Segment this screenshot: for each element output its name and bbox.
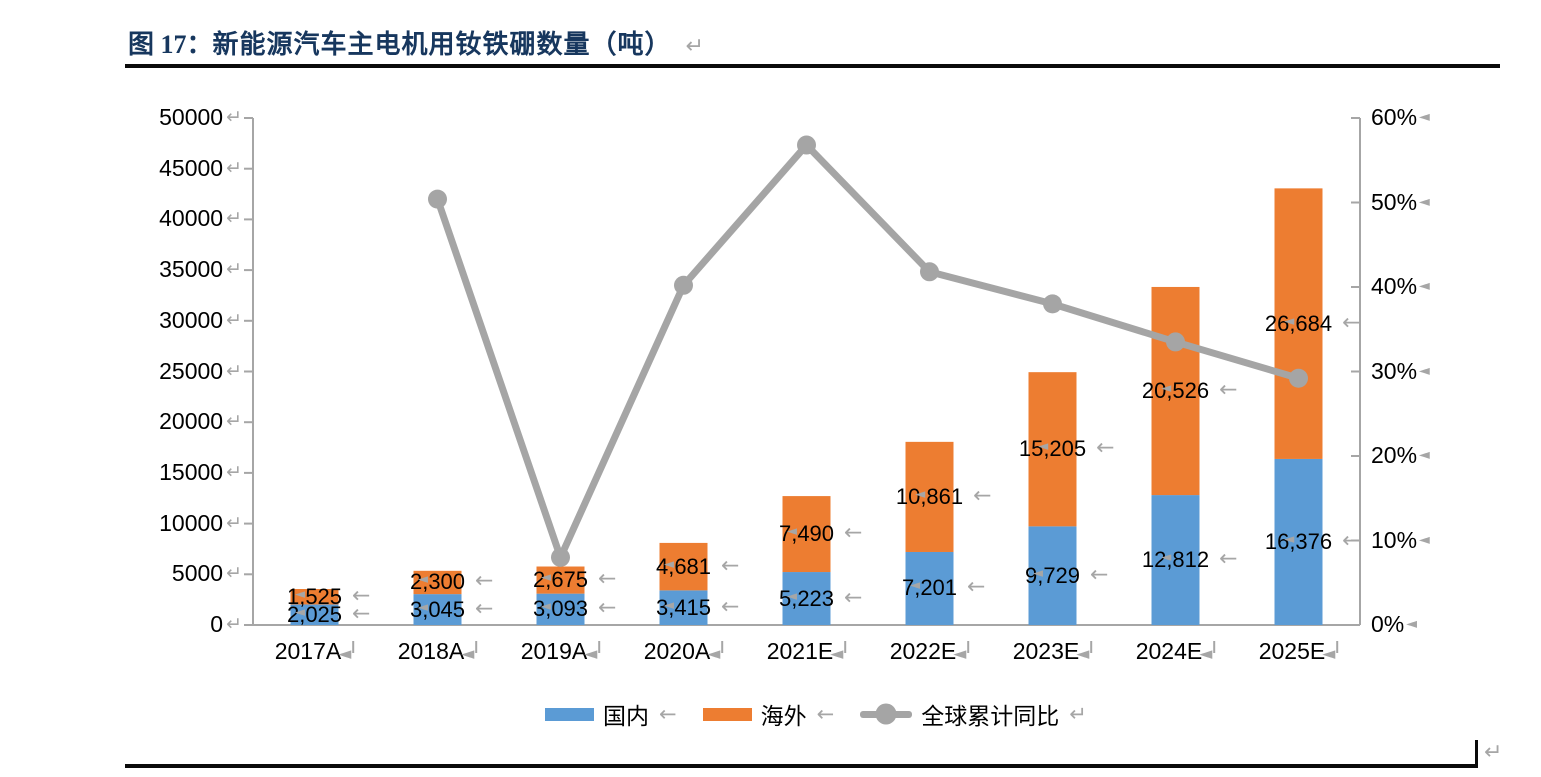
line-marker-dot (797, 135, 816, 155)
caption-divider-rule (125, 64, 1500, 68)
legend-marker-dot-icon (875, 703, 897, 725)
bar-domestic-2017A (290, 604, 339, 625)
line-marker-dot (551, 547, 570, 567)
line-marker-dot (428, 189, 447, 209)
bar-domestic-2020A (659, 590, 708, 625)
bar-domestic-2019A (536, 593, 585, 625)
bar-overseas-2024E (1151, 286, 1200, 496)
legend-swatch-overseas (702, 707, 752, 721)
paragraph-return-mark-icon: ↵ (1484, 740, 1503, 765)
legend-item-overseas: 海外 ← (702, 697, 835, 731)
paragraph-return-mark-icon: ↵ (1069, 702, 1087, 726)
bar-overseas-2023E (1028, 372, 1077, 527)
chart-legend: 国内 ← 海外 ← 全球累计同比 ↵ (545, 697, 1087, 731)
format-arrow-mark-icon: ← (659, 702, 677, 726)
bar-overseas-2025E (1274, 188, 1323, 459)
bar-overseas-2021E (782, 496, 831, 573)
legend-item-domestic: 国内 ← (545, 697, 677, 731)
line-marker-dot (1043, 294, 1062, 314)
line-marker-dot (1166, 332, 1185, 352)
bottom-table-border (125, 764, 1478, 768)
line-marker-dot (920, 262, 939, 282)
bar-overseas-2018A (413, 570, 462, 595)
bar-overseas-2017A (290, 589, 339, 605)
bar-domestic-2018A (413, 594, 462, 625)
figure-caption: 图 17：新能源汽车主电机用钕铁硼数量（吨） ↵ (128, 24, 704, 61)
legend-swatch-line (860, 703, 913, 725)
legend-label-global-yoy: 全球累计同比 (921, 704, 1060, 729)
bar-domestic-2021E (782, 572, 831, 625)
bar-overseas-2020A (659, 542, 708, 591)
bar-domestic-2025E (1274, 458, 1323, 625)
bar-domestic-2023E (1028, 526, 1077, 625)
bar-domestic-2022E (905, 551, 954, 625)
table-border-corner (1475, 740, 1478, 766)
figure-caption-title: 新能源汽车主电机用钕铁硼数量（吨） (212, 30, 672, 59)
line-marker-dot (1289, 368, 1308, 388)
figure-caption-number: 图 17： (128, 30, 213, 59)
line-global-yoy (434, 141, 1302, 561)
bar-overseas-2019A (536, 566, 585, 594)
bar-domestic-2024E (1151, 495, 1200, 625)
line-marker-dot (674, 275, 693, 295)
legend-label-domestic: 国内 (603, 704, 649, 729)
legend-swatch-domestic (545, 707, 594, 721)
legend-label-overseas: 海外 (760, 704, 807, 729)
format-arrow-mark-icon: ← (816, 702, 835, 726)
legend-item-global-yoy: 全球累计同比 ↵ (860, 697, 1087, 731)
bar-overseas-2022E (905, 441, 954, 552)
paragraph-return-mark-icon: ↵ (685, 34, 704, 59)
